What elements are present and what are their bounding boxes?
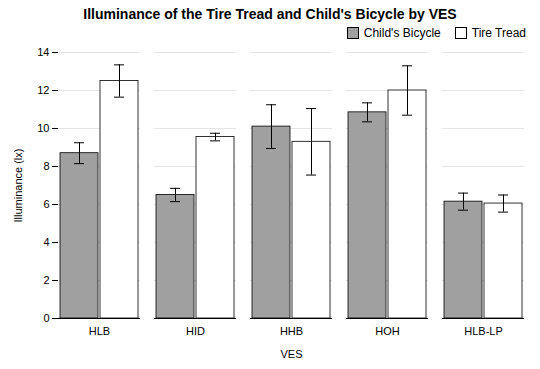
svg-text:10: 10: [37, 122, 49, 134]
svg-text:Illuminance (lx): Illuminance (lx): [12, 149, 24, 223]
svg-text:HLB: HLB: [89, 325, 110, 337]
svg-text:6: 6: [43, 198, 49, 210]
html-text:Child's Bicycle: Child's Bicycle: [363, 26, 441, 40]
svg-text:0: 0: [43, 312, 49, 324]
svg-text:2: 2: [43, 274, 49, 286]
svg-text:HLB-LP: HLB-LP: [464, 325, 503, 337]
svg-text:14: 14: [37, 46, 49, 58]
svg-text:4: 4: [43, 236, 49, 248]
svg-text:HHB: HHB: [280, 325, 303, 337]
html-text:Tire Tread: Tire Tread: [471, 26, 526, 40]
svg-text:HID: HID: [186, 325, 205, 337]
svg-text:HOH: HOH: [375, 325, 400, 337]
svg-text:12: 12: [37, 84, 49, 96]
html-text:Illuminance of the Tire Tread: Illuminance of the Tire Tread and Child'…: [83, 6, 457, 22]
svg-text:VES: VES: [280, 348, 302, 360]
svg-text:8: 8: [43, 160, 49, 172]
